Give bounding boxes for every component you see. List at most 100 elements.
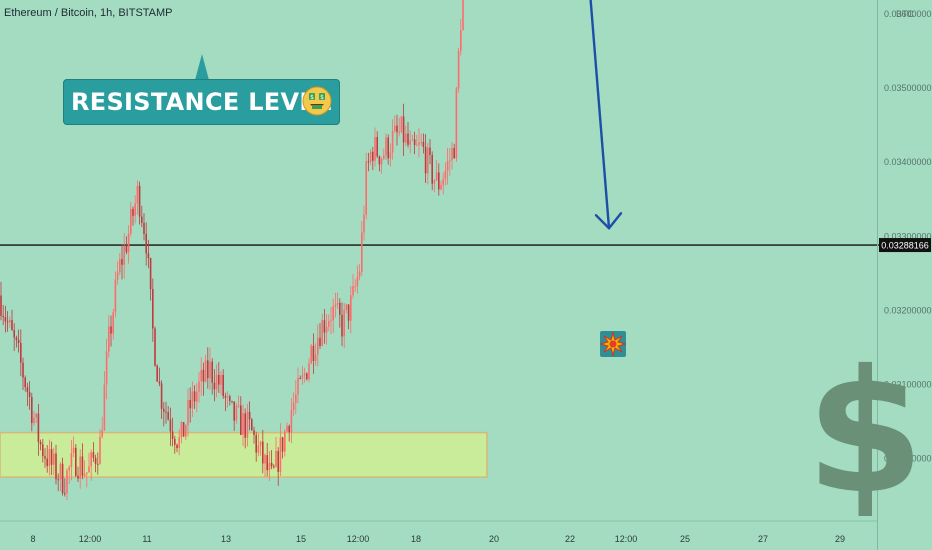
candle-body: [398, 131, 400, 133]
resistance-callout[interactable]: RESISTANCE LEVEL $ $: [63, 79, 340, 125]
candle-body: [422, 141, 425, 147]
candle-body: [308, 363, 310, 380]
candle-body: [145, 233, 147, 254]
candle-body: [449, 160, 451, 162]
dollar-sign-icon: $: [806, 334, 925, 532]
candle-body: [354, 286, 356, 288]
candle-body: [279, 437, 282, 472]
candle-body: [174, 438, 176, 445]
support-price-label: 0.03288166: [881, 241, 929, 251]
candle-body: [240, 405, 242, 435]
candle-body: [4, 317, 7, 322]
candle-body: [123, 245, 125, 265]
support-zone: [0, 431, 488, 478]
candle-body: [83, 473, 86, 476]
candle-body: [292, 402, 295, 411]
candle-body: [328, 321, 330, 327]
candle-body: [121, 259, 123, 265]
candle-body: [314, 354, 317, 361]
candle-body: [312, 345, 315, 361]
candle-body: [350, 295, 352, 321]
candle-body: [125, 245, 128, 253]
candle-body: [169, 419, 172, 432]
candle-body: [0, 295, 2, 316]
candle-body: [90, 452, 92, 467]
candle-body: [15, 337, 18, 340]
candle-body: [264, 455, 266, 464]
candle-body: [231, 400, 233, 402]
candle-body: [460, 30, 462, 51]
candle-body: [367, 161, 370, 163]
candle-body: [220, 374, 222, 385]
symbol-header: Ethereum / Bitcoin, 1h, BITSTAMP: [4, 7, 173, 19]
candle-body: [152, 289, 154, 329]
candle-body: [204, 360, 207, 382]
candle-body: [325, 326, 328, 333]
candle-body: [57, 479, 59, 481]
candle-body: [72, 447, 75, 454]
candle-body: [446, 161, 449, 171]
candle-body: [68, 467, 70, 471]
candle-body: [53, 453, 55, 465]
y-tick-label: 0.03500000: [884, 83, 932, 93]
candle-body: [281, 437, 284, 452]
candle-body: [453, 147, 455, 159]
candle-body: [75, 447, 77, 476]
candle-body: [202, 369, 205, 382]
candle-body: [99, 436, 101, 465]
candle-body: [268, 462, 271, 471]
candle-body: [33, 417, 35, 424]
candle-body: [6, 321, 9, 323]
candle-body: [158, 381, 161, 384]
y-tick-label: 0.03600000: [884, 9, 932, 19]
candle-body: [319, 337, 321, 346]
candle-body: [20, 342, 22, 363]
candle-body: [182, 422, 185, 437]
candle-body: [31, 396, 33, 424]
candle-body: [380, 158, 383, 165]
x-tick-label: 29: [835, 534, 845, 544]
candle-body: [253, 430, 255, 436]
candle-body: [284, 431, 286, 452]
candle-body: [97, 463, 99, 465]
candle-body: [246, 411, 249, 438]
candle-body: [266, 455, 268, 471]
time-axis-panel: [0, 521, 932, 550]
candle-body: [270, 462, 273, 467]
candle-body: [356, 276, 359, 287]
candle-body: [235, 405, 238, 421]
candle-body: [127, 233, 130, 253]
candle-body: [352, 286, 354, 296]
candle-body: [224, 396, 227, 398]
candle-body: [418, 142, 420, 145]
candle-body: [218, 374, 220, 385]
currency-label: BTC: [896, 9, 915, 19]
candle-body: [13, 330, 15, 338]
x-tick-label: 11: [142, 534, 151, 544]
candle-body: [431, 154, 433, 184]
candle-body: [39, 442, 42, 445]
candle-body: [141, 216, 143, 223]
candle-body: [160, 383, 163, 409]
candle-body: [411, 139, 414, 141]
candle-body: [66, 470, 68, 494]
candle-body: [361, 232, 363, 272]
candle-body: [323, 320, 326, 333]
x-tick-label: 13: [221, 534, 231, 544]
candle-body: [9, 319, 11, 323]
candle-body: [213, 382, 216, 390]
candle-body: [372, 151, 374, 161]
candle-body: [2, 315, 4, 318]
candle-body: [50, 449, 53, 465]
candle-body: [222, 374, 224, 397]
candle-body: [46, 458, 48, 466]
candle-body: [42, 444, 44, 457]
candle-body: [178, 437, 180, 449]
candle-body: [442, 179, 444, 185]
candle-body: [413, 139, 416, 146]
candle-body: [134, 203, 136, 216]
candle-body: [149, 257, 152, 290]
candle-body: [86, 472, 88, 474]
candle-body: [196, 391, 198, 402]
